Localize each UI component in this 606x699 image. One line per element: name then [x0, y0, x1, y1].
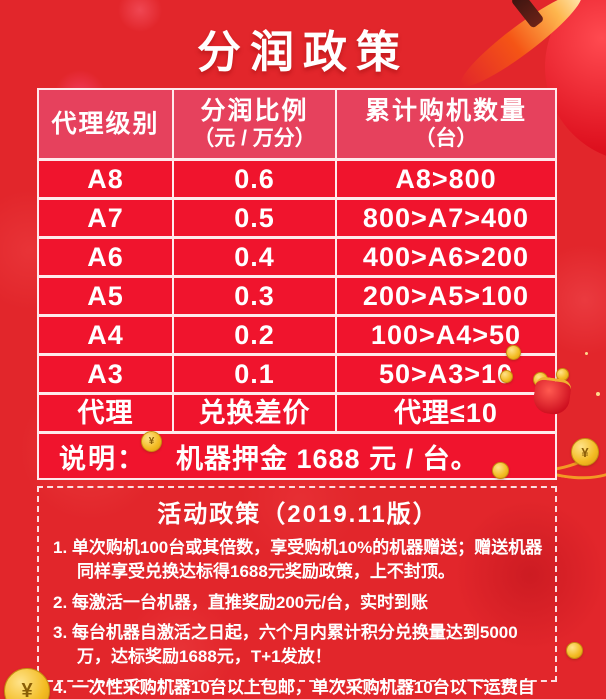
gold-coin-icon: ¥: [141, 431, 162, 452]
table-row: A4 0.2 100>A4>50: [39, 314, 555, 353]
policy-title: 活动政策（2019.11版）: [157, 501, 439, 528]
poster-title: 分润政策: [197, 28, 409, 77]
sparkle-icon: [585, 352, 588, 355]
gold-coin-icon: [492, 462, 509, 479]
table-row: A5 0.3 200>A5>100: [39, 275, 555, 314]
table-row: A8 0.6 A8>800: [39, 158, 555, 197]
policy-item-3: 3. 每台机器自激活之日起，六个月内累计积分兑换量达到5000万，达标奖励168…: [53, 623, 518, 667]
table-row: 代理 兑换差价 代理≤10: [39, 392, 555, 431]
sparkle-icon: [596, 392, 600, 396]
policy-item-2: 2. 每激活一台机器，直推奖励200元/台，实时到账: [53, 592, 428, 612]
table-row: A3 0.1 50>A3>10: [39, 353, 555, 392]
activity-policy-box: 活动政策（2019.11版） 1. 单次购机100台或其倍数，享受购机10%的机…: [37, 486, 557, 697]
policy-item-1: 1. 单次购机100台或其倍数，享受购机10%的机器赠送；赠送机器同样享受兑换达…: [53, 538, 543, 581]
gold-coin-icon: [500, 370, 513, 383]
profit-table: 代理级别 分润比例 （元 / 万分） 累计购机数量 （台） A8 0.6 A8>…: [37, 88, 557, 480]
deposit-note: 说明： 机器押金 1688 元 / 台。: [39, 431, 555, 478]
policy-item-4: 4. 一次性采购机器10台以上包邮，单次采购机器10台以下运费自理！: [53, 677, 535, 697]
header-agent-level: 代理级别: [39, 90, 174, 158]
table-row: A7 0.5 800>A7>400: [39, 197, 555, 236]
note-text: 机器押金 1688 元 / 台。: [176, 443, 479, 474]
table-header-row: 代理级别 分润比例 （元 / 万分） 累计购机数量 （台）: [39, 90, 555, 158]
gold-coin-icon: ¥: [571, 438, 599, 466]
header-cumulative-qty: 累计购机数量 （台）: [364, 97, 527, 151]
note-label: 说明：: [59, 443, 146, 474]
gold-coin-icon: [566, 642, 583, 659]
table-row: A6 0.4 400>A6>200: [39, 236, 555, 275]
gold-coin-icon: [506, 345, 521, 360]
header-profit-ratio: 分润比例 （元 / 万分）: [174, 90, 337, 158]
